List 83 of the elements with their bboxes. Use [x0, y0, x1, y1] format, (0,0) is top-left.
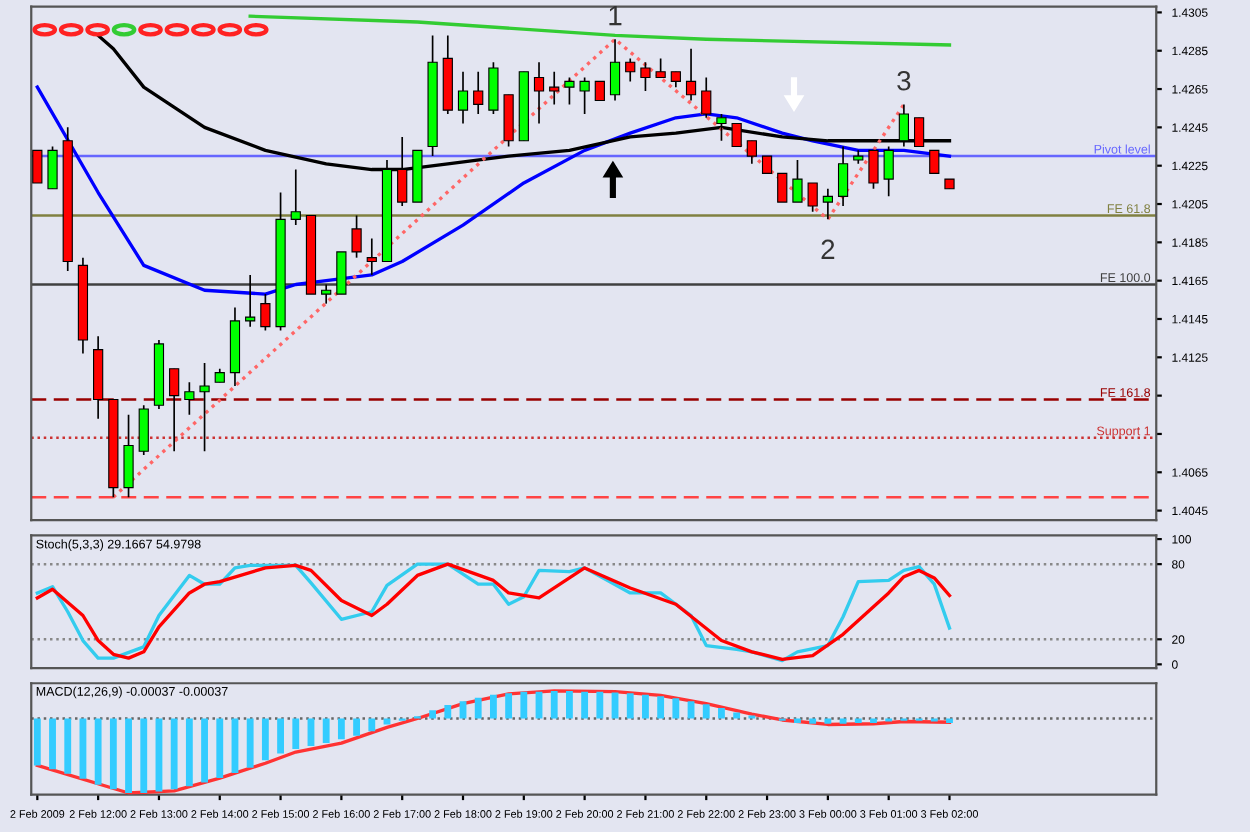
- bar: [201, 718, 208, 783]
- bar: [322, 718, 330, 744]
- annotation: 2: [821, 239, 835, 259]
- candlestick: [731, 122, 742, 148]
- candlestick: [579, 76, 590, 115]
- bar: [626, 693, 634, 719]
- candlestick: [594, 80, 605, 102]
- bar: [353, 718, 361, 736]
- candlestick: [883, 145, 894, 198]
- candlestick: [503, 93, 514, 148]
- candlestick: [609, 38, 621, 102]
- bar: [94, 718, 102, 785]
- candlestick: [792, 159, 803, 203]
- candlestick: [473, 70, 484, 115]
- candlestick: [549, 70, 560, 106]
- bar: [642, 694, 649, 719]
- bar: [185, 718, 193, 787]
- candlestick: [822, 187, 833, 221]
- candlestick: [199, 362, 210, 453]
- bar: [216, 718, 224, 779]
- bar: [49, 718, 56, 770]
- candlestick: [457, 70, 469, 125]
- bar: [337, 718, 345, 740]
- candlestick: [351, 214, 362, 259]
- bar: [109, 718, 117, 790]
- candlestick: [640, 61, 651, 92]
- bar: [292, 718, 300, 750]
- bar: [550, 690, 558, 719]
- candlestick: [47, 145, 58, 190]
- candlestick: [625, 57, 636, 83]
- bar: [581, 691, 589, 719]
- bar: [125, 718, 132, 794]
- bar: [140, 718, 148, 794]
- bar: [657, 696, 665, 719]
- bar: [718, 708, 725, 719]
- bar: [429, 710, 437, 719]
- bar: [505, 693, 513, 719]
- bar: [596, 691, 604, 719]
- bar: [33, 718, 41, 766]
- candlestick: [929, 149, 940, 174]
- candlestick: [245, 274, 256, 328]
- bar: [566, 690, 573, 719]
- candlestick: [777, 172, 788, 203]
- bar: [520, 691, 528, 719]
- candlestick: [837, 145, 849, 207]
- bar: [489, 694, 497, 719]
- bar: [444, 705, 452, 719]
- candlestick: [913, 116, 925, 148]
- bar: [277, 718, 284, 754]
- candlestick: [807, 182, 818, 213]
- candlestick: [655, 57, 666, 79]
- candlestick: [685, 47, 697, 102]
- candlestick: [336, 251, 347, 295]
- candlestick: [716, 113, 727, 142]
- candlestick: [488, 61, 499, 115]
- annotation: 3: [897, 70, 911, 91]
- candlestick: [138, 404, 149, 456]
- bar: [702, 704, 710, 719]
- annotation: 1: [609, 6, 622, 26]
- bar: [474, 697, 482, 719]
- candlestick: [169, 367, 180, 453]
- candlestick: [533, 61, 545, 125]
- candlestick: [701, 76, 712, 119]
- bar: [64, 718, 72, 774]
- candlestick: [898, 103, 910, 148]
- bar: [368, 718, 376, 732]
- bar: [839, 718, 847, 724]
- bar: [824, 718, 832, 724]
- candlestick: [260, 293, 271, 332]
- bar: [170, 718, 178, 790]
- candlestick: [366, 237, 377, 276]
- bar: [246, 718, 254, 768]
- candlestick: [321, 283, 332, 305]
- candlestick: [184, 381, 195, 416]
- bar: [672, 698, 680, 719]
- bar: [261, 718, 269, 761]
- candlestick: [868, 149, 879, 190]
- candlestick: [564, 76, 575, 106]
- candlestick: [746, 139, 757, 165]
- candlestick: [32, 149, 43, 184]
- candlestick: [123, 413, 134, 499]
- bar: [809, 718, 817, 724]
- candlestick: [290, 168, 301, 226]
